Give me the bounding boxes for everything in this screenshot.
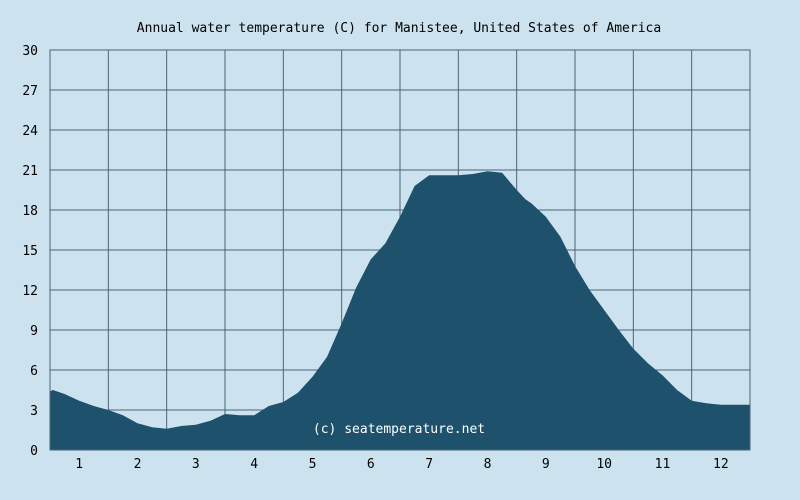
x-tick-label: 9	[542, 457, 550, 472]
temperature-area	[50, 171, 750, 451]
y-tick-label: 9	[30, 324, 38, 339]
y-tick-label: 0	[30, 444, 38, 459]
x-tick-label: 3	[192, 457, 200, 472]
y-axis-ticks: 0 3 6 9 12 15 18 21 24 27 30	[22, 44, 38, 459]
y-tick-label: 30	[22, 44, 38, 59]
x-tick-label: 2	[134, 457, 142, 472]
y-tick-label: 24	[22, 124, 38, 139]
y-tick-label: 18	[22, 204, 38, 219]
y-tick-label: 12	[22, 284, 38, 299]
y-tick-label: 21	[22, 164, 38, 179]
x-tick-label: 1	[75, 457, 83, 472]
x-tick-label: 8	[484, 457, 492, 472]
y-tick-label: 27	[22, 84, 38, 99]
x-tick-label: 4	[250, 457, 258, 472]
x-tick-label: 12	[713, 457, 729, 472]
plot-border	[49, 49, 751, 451]
x-tick-label: 11	[655, 457, 671, 472]
x-axis-ticks: 1 2 3 4 5 6 7 8 9 10 11 12	[75, 457, 728, 472]
y-tick-label: 6	[30, 364, 38, 379]
series-area	[50, 171, 750, 451]
chart-title: Annual water temperature (C) for Maniste…	[137, 21, 661, 36]
x-tick-label: 5	[309, 457, 317, 472]
watermark: (c) seatemperature.net	[313, 422, 485, 437]
x-tick-label: 10	[596, 457, 612, 472]
y-tick-label: 15	[22, 244, 38, 259]
y-tick-label: 3	[30, 404, 38, 419]
x-tick-label: 6	[367, 457, 375, 472]
x-tick-label: 7	[425, 457, 433, 472]
